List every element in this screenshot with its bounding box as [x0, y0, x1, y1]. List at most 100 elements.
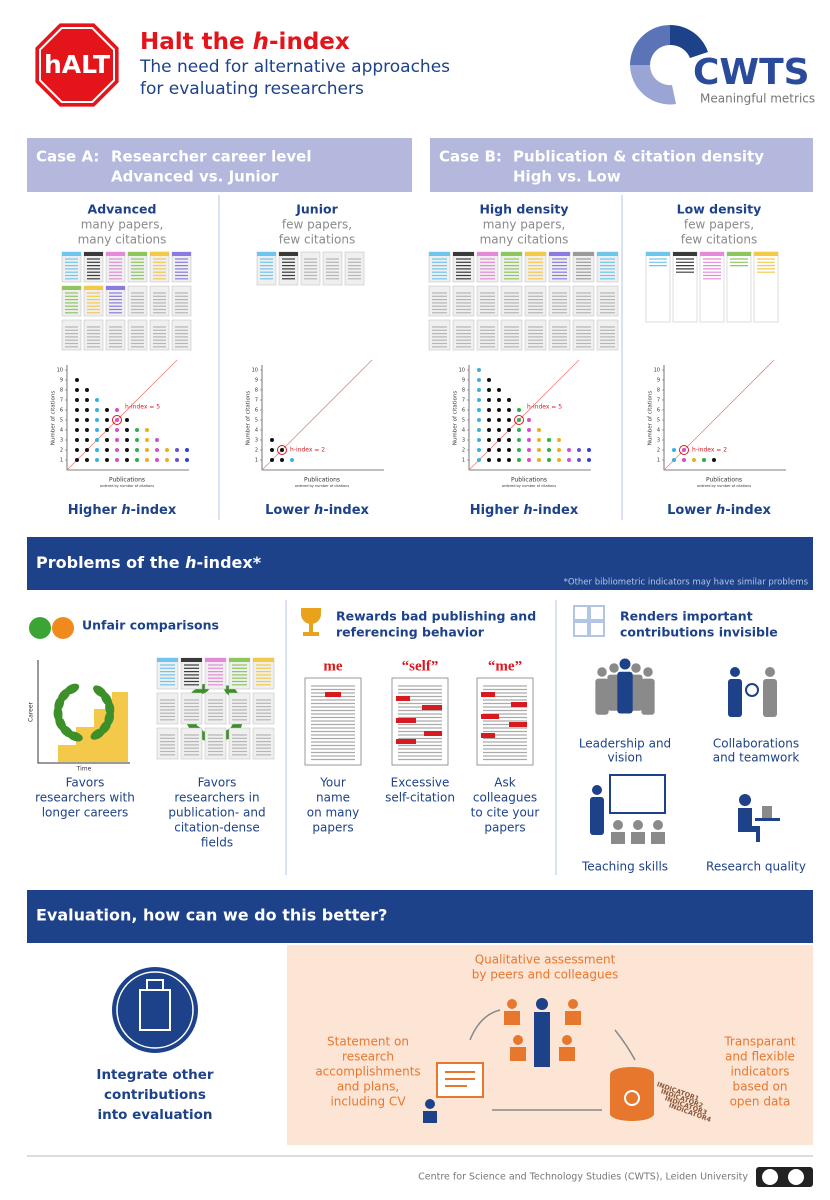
paper: [548, 319, 571, 351]
diagonal: [663, 359, 775, 471]
panel-result-part: Lower: [667, 503, 716, 518]
citation-dot: [477, 428, 481, 432]
panel-result: Higher h-index: [470, 503, 579, 518]
h-index-marker: [679, 445, 689, 455]
plot-axes: [66, 365, 189, 471]
paper: [171, 285, 192, 317]
citation-dot: [487, 378, 491, 382]
unfair-captions: Favors: [66, 776, 105, 790]
panel-desc: few citations: [279, 233, 355, 247]
paper: [476, 285, 499, 317]
board: [609, 774, 666, 814]
evaluation-icons-g-rect: [510, 1047, 526, 1061]
citation-dot: [155, 438, 159, 442]
citation-dot: [175, 448, 179, 452]
student-body: [651, 832, 665, 844]
paper-header: [279, 252, 298, 256]
unfair-captions: publication- and: [168, 806, 265, 820]
publication-dots: [270, 438, 274, 462]
y-tick-label: 3: [657, 438, 660, 444]
paper-header: [257, 252, 276, 256]
publication-dots: [692, 458, 696, 462]
citation-dot: [547, 448, 551, 452]
person-body: [763, 679, 777, 717]
panel-desc: many papers,: [81, 218, 164, 232]
citation-dot: [145, 458, 149, 462]
paper-header: [501, 252, 522, 256]
paper-header: [128, 252, 147, 256]
citation-dot: [587, 458, 591, 462]
citation-dot: [487, 418, 491, 422]
paper: [572, 251, 595, 283]
evaluation-icons-ellipse: [610, 1107, 654, 1121]
citation-dot: [85, 408, 89, 412]
h-index-marker: [514, 415, 524, 425]
publication-dots: [537, 428, 541, 462]
citation-dot: [290, 458, 294, 462]
citation-dot: [125, 418, 129, 422]
plus: [745, 683, 759, 697]
case-header: [27, 138, 412, 192]
panel-result: Lower h-index: [265, 503, 369, 518]
unfair-captions: researchers in: [174, 791, 259, 805]
evaluation-indicators: Transparant: [723, 1035, 796, 1049]
citation-dot: [487, 428, 491, 432]
citation-dot: [487, 438, 491, 442]
orange-icon: [52, 617, 74, 639]
paper: [61, 285, 82, 317]
panel-desc: many citations: [480, 233, 569, 247]
x-axis-sublabel: ordered by number of citations: [502, 484, 557, 488]
person-head: [592, 785, 602, 795]
integrate-icon: [112, 967, 198, 1053]
citation-dot: [487, 458, 491, 462]
citation-dot: [185, 448, 189, 452]
h-index-label: h-index = 2: [692, 447, 727, 454]
citation-dot: [155, 458, 159, 462]
evaluation-indicators: open data: [730, 1095, 791, 1109]
evaluation-statement: Statement on: [327, 1035, 409, 1049]
y-tick-label: 5: [255, 418, 258, 424]
citation-dot: [145, 438, 149, 442]
citation-dot: [115, 408, 119, 412]
publication-dots: [185, 448, 189, 462]
student-body: [631, 832, 645, 844]
integrate-icon-ring: [116, 971, 194, 1049]
header-title: -index: [269, 29, 350, 55]
unfair-chart-x: Time: [76, 766, 92, 773]
panel-result-part: Higher: [68, 503, 122, 518]
citation-dot: [477, 398, 481, 402]
evaluation-integrate: into evaluation: [97, 1107, 212, 1123]
paper: [149, 251, 170, 283]
y-tick-label: 4: [60, 428, 63, 434]
person-body: [595, 678, 609, 715]
invisible-items: vision: [608, 751, 643, 765]
citation-dot: [115, 438, 119, 442]
items-caption: self-citation: [385, 791, 455, 805]
y-tick-label: 5: [657, 418, 660, 424]
citation-dot: [135, 438, 139, 442]
evaluation-icons-g-circle: [568, 999, 578, 1009]
paper-header: [453, 252, 474, 256]
stop-sign-border: [39, 27, 115, 103]
citation-dot: [712, 458, 716, 462]
evaluation-integrate: Integrate other: [96, 1067, 213, 1083]
y-tick-label: 8: [255, 388, 258, 394]
evaluation-icons-rect: [534, 1012, 550, 1067]
panel-result: Higher h-index: [68, 503, 177, 518]
publication-dots: [547, 438, 551, 462]
paper-header: [673, 252, 697, 256]
problems-title: -index*: [197, 553, 262, 572]
citation-dot: [537, 428, 541, 432]
citation-dot: [85, 438, 89, 442]
header-subtitle: for evaluating researchers: [140, 79, 364, 99]
evaluation-icons-path: [445, 1071, 475, 1087]
paper: [105, 285, 126, 317]
paper-header: [573, 252, 594, 256]
publication-dots: [497, 388, 501, 462]
publication-dots: [587, 448, 591, 462]
citation-dot: [507, 398, 511, 402]
publication-dots: [702, 458, 706, 462]
highlight: [396, 718, 416, 723]
section-bar: [27, 890, 813, 943]
